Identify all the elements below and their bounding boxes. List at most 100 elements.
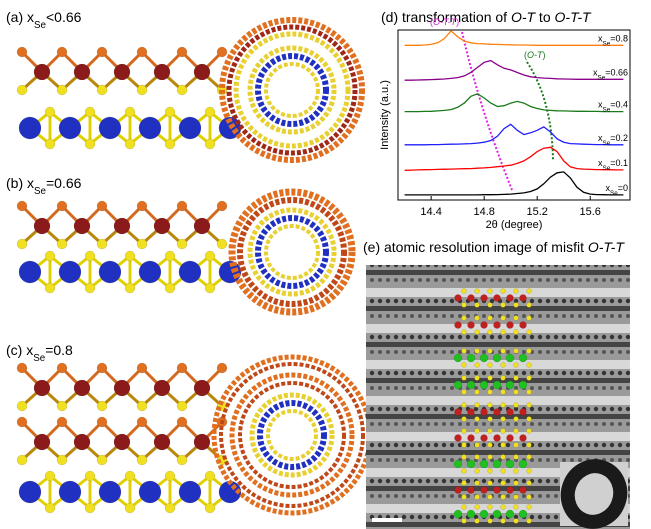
atom [514, 429, 519, 434]
atom [481, 487, 488, 494]
atom [114, 434, 130, 450]
atom [475, 289, 480, 294]
atom [19, 117, 41, 139]
atom [475, 417, 480, 422]
atom [17, 417, 27, 427]
atom [454, 510, 462, 518]
atom [475, 519, 480, 524]
atom [137, 363, 147, 373]
atom [217, 363, 227, 373]
atom [527, 519, 532, 524]
atom [514, 303, 519, 308]
annotation: (O-T) [524, 50, 546, 60]
atom [507, 487, 514, 494]
atom [514, 403, 519, 408]
tube-wall [236, 34, 348, 146]
atom [205, 251, 215, 261]
atom [139, 117, 161, 139]
atom [527, 469, 532, 474]
annotation: (O-T-T) [430, 17, 459, 27]
panel-label: (a) xSe<0.66 [6, 9, 82, 31]
atom [177, 401, 187, 411]
atom [165, 283, 175, 293]
atom [527, 443, 532, 448]
atom [462, 481, 467, 486]
atom [468, 322, 475, 329]
atom [467, 381, 475, 389]
atom [57, 239, 67, 249]
atom [205, 107, 215, 117]
atom [462, 349, 467, 354]
atom [488, 349, 493, 354]
atom [462, 495, 467, 500]
tube-wall [252, 395, 332, 475]
atom [205, 503, 215, 513]
atom [85, 251, 95, 261]
atom [475, 376, 480, 381]
atom [501, 316, 506, 321]
atom [154, 434, 170, 450]
atom [114, 64, 130, 80]
atom [45, 283, 55, 293]
panel-label: (c) xSe=0.8 [6, 342, 73, 364]
atom [514, 330, 519, 335]
atom [488, 316, 493, 321]
atom [501, 455, 506, 460]
atom [177, 47, 187, 57]
atom [507, 295, 514, 302]
x-axis-label: 2θ (degree) [486, 219, 543, 231]
atom [501, 429, 506, 434]
atom [125, 251, 135, 261]
atom [520, 435, 527, 442]
atom [514, 469, 519, 474]
atom [45, 251, 55, 261]
atom [475, 443, 480, 448]
atom [480, 460, 488, 468]
atom [97, 401, 107, 411]
atom [501, 303, 506, 308]
atom [97, 417, 107, 427]
atom [501, 330, 506, 335]
plot-frame [398, 30, 630, 200]
atom [462, 289, 467, 294]
atom [462, 443, 467, 448]
atom [467, 460, 475, 468]
atom [514, 289, 519, 294]
atom [514, 519, 519, 524]
atom [501, 390, 506, 395]
atom [137, 455, 147, 465]
atom [97, 85, 107, 95]
atom [527, 289, 532, 294]
atom [462, 303, 467, 308]
atom [527, 390, 532, 395]
tube-wall [258, 218, 326, 286]
atom [475, 316, 480, 321]
atom [501, 289, 506, 294]
atom [462, 469, 467, 474]
atom [501, 469, 506, 474]
atom [194, 218, 210, 234]
atom [99, 261, 121, 283]
atom [475, 469, 480, 474]
line [405, 31, 624, 45]
atom [194, 434, 210, 450]
atom [480, 381, 488, 389]
atom [177, 363, 187, 373]
atom [493, 510, 501, 518]
atom [57, 417, 67, 427]
chart-title: (d) transformation of O-T to O-T-T [381, 9, 592, 25]
atom [488, 403, 493, 408]
atom [177, 417, 187, 427]
atom [59, 117, 81, 139]
atom [165, 139, 175, 149]
atom [217, 47, 227, 57]
tube-wall [214, 357, 370, 513]
atom [462, 316, 467, 321]
atom [520, 409, 527, 416]
atom [468, 435, 475, 442]
atom [17, 201, 27, 211]
panel-label: (b) xSe=0.66 [6, 175, 82, 197]
atom [514, 443, 519, 448]
atom [527, 429, 532, 434]
atom [488, 455, 493, 460]
